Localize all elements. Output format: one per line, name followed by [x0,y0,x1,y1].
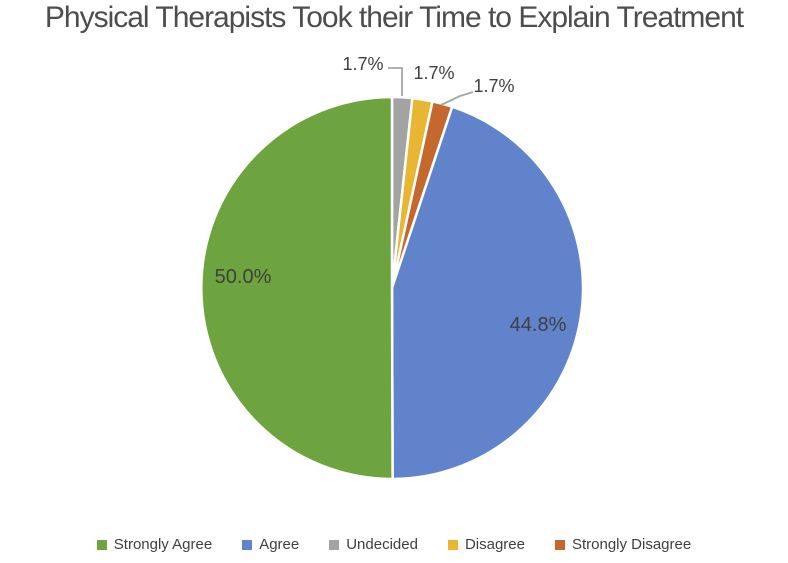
legend-label-disagree: Disagree [464,536,525,553]
pie-slice-agree [390,105,585,481]
data-label-disagree: 1.7% [413,63,454,83]
data-label-strongly-disagree: 1.7% [473,76,514,96]
legend-label-strongly-disagree: Strongly Disagree [571,536,692,553]
legend-swatch-strongly-disagree [554,539,565,550]
chart-title: Physical Therapists Took their Time to E… [44,1,744,34]
legend-swatch-disagree [447,539,458,550]
legend-swatch-undecided [329,539,340,550]
legend-label-strongly-agree: Strongly Agree [113,536,213,553]
legend-swatch-agree [242,539,253,550]
legend-item-strongly-agree: Strongly Agree [96,536,213,553]
chart-legend: Strongly Agree Agree Undecided Disagree Stro… [0,536,788,553]
legend-label-undecided: Undecided [346,536,418,553]
legend-swatch-strongly-agree [96,539,107,550]
leader-line-undecided [388,67,403,96]
legend-item-undecided: Undecided [329,536,418,553]
pie-slice-strongly-agree [200,95,394,481]
data-label-agree: 44.8% [510,314,567,336]
legend-item-agree: Agree [242,536,299,553]
data-label-undecided: 1.7% [342,54,383,74]
leader-line-strongly-disagree [440,91,474,106]
data-label-strongly-agree: 50.0% [215,266,272,288]
legend-label-agree: Agree [259,536,300,553]
legend-item-disagree: Disagree [447,536,525,553]
legend-item-strongly-disagree: Strongly Disagree [554,536,692,553]
